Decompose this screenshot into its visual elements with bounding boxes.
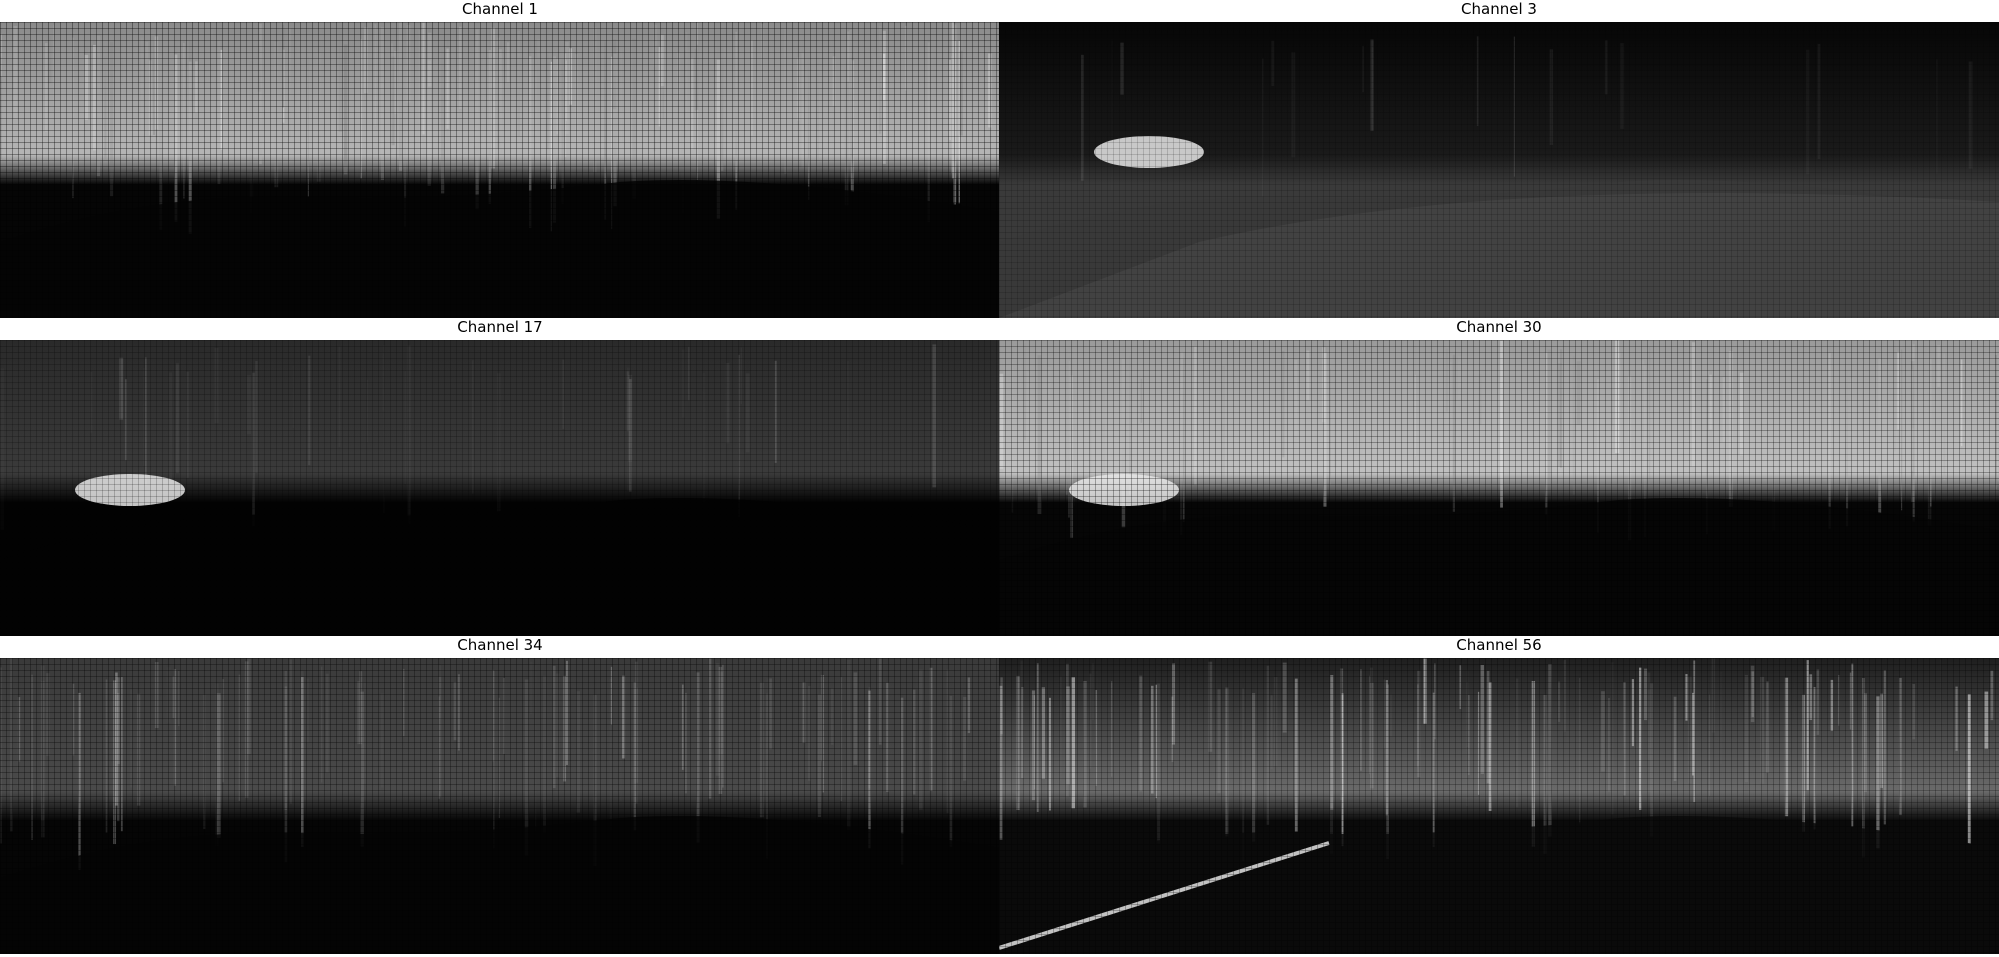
feature-map-image [999,658,1999,954]
feature-map-svg [0,22,1000,318]
feature-map-image [0,22,1000,318]
feature-map-image [999,340,1999,636]
panel-title: Channel 17 [457,318,543,336]
panel-title: Channel 1 [462,0,538,18]
feature-map-svg [0,340,1000,636]
feature-map-image [0,340,1000,636]
feature-map-image [0,658,1000,954]
feature-map-svg [999,340,1999,636]
panel-title: Channel 3 [1461,0,1537,18]
panel-title: Channel 34 [457,636,543,654]
panel-title: Channel 30 [1456,318,1542,336]
panel-title: Channel 56 [1456,636,1542,654]
feature-map-svg [999,22,1999,318]
feature-map-svg [999,658,1999,954]
feature-map-svg [0,658,1000,954]
feature-map-image [999,22,1999,318]
